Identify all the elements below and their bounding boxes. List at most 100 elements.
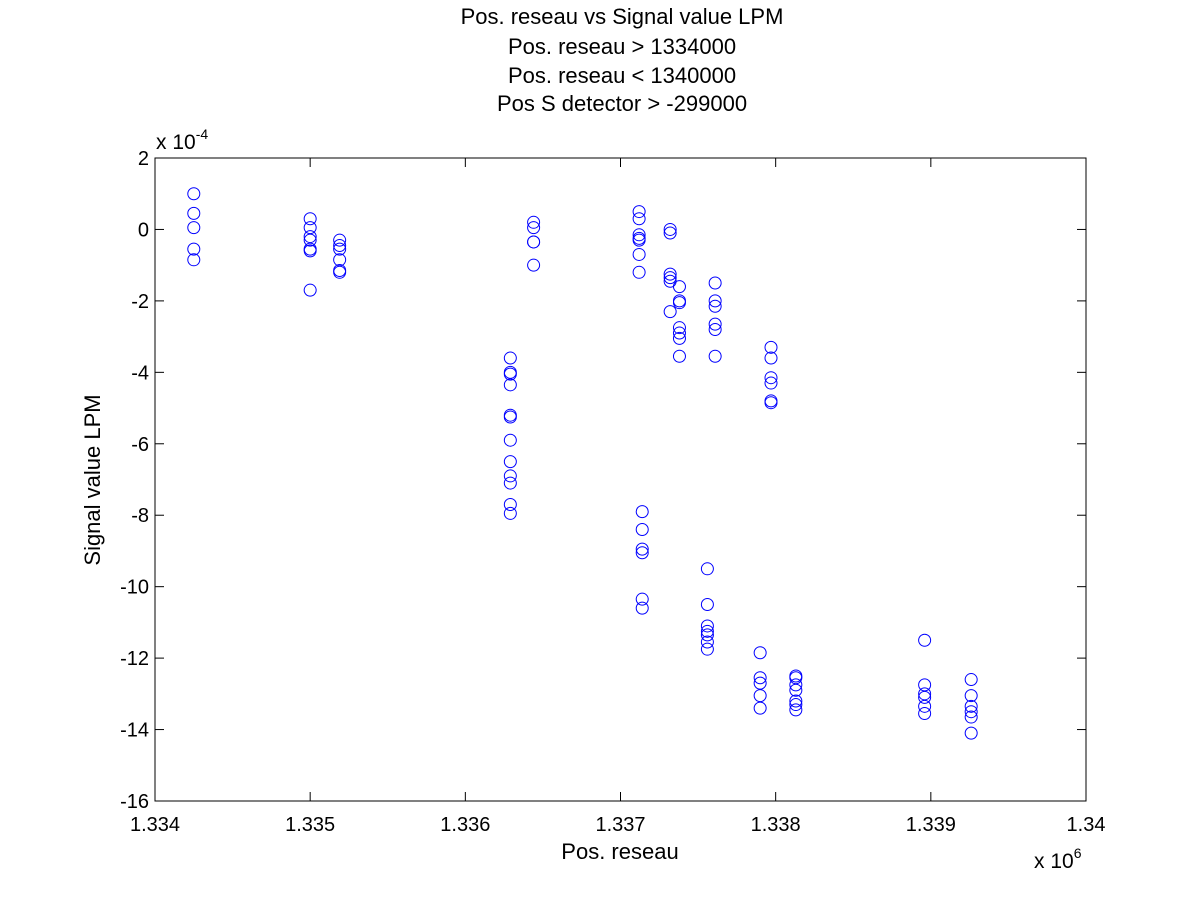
data-point-marker <box>789 678 803 692</box>
data-point-marker <box>632 212 646 226</box>
data-point-marker <box>303 212 317 226</box>
data-point-marker <box>708 317 722 331</box>
data-point-marker <box>964 705 978 719</box>
data-point-marker <box>333 233 347 247</box>
data-point-marker <box>708 349 722 363</box>
data-point-marker <box>303 230 317 244</box>
data-point-marker <box>918 687 932 701</box>
data-point-marker <box>503 498 517 512</box>
data-point-marker <box>187 206 201 220</box>
data-point-marker <box>503 367 517 381</box>
data-point-marker <box>672 321 686 335</box>
y-tick-label: -16 <box>120 791 149 813</box>
data-point-marker <box>964 726 978 740</box>
data-point-marker <box>635 523 649 537</box>
data-point-marker <box>187 187 201 201</box>
chart-title-line-1: Pos. reseau vs Signal value LPM <box>461 4 784 29</box>
data-point-marker <box>503 455 517 469</box>
data-point-marker <box>700 562 714 576</box>
data-point-marker <box>789 671 803 685</box>
data-point-marker <box>503 433 517 447</box>
data-point-marker <box>753 676 767 690</box>
data-point-marker <box>187 242 201 256</box>
data-point-marker <box>527 258 541 272</box>
data-point-marker <box>700 624 714 638</box>
data-point-marker <box>964 699 978 713</box>
data-point-marker <box>789 683 803 697</box>
y-axis-multiplier: x 10-4 <box>156 126 208 154</box>
data-point-marker <box>700 598 714 612</box>
data-point-marker <box>700 628 714 642</box>
data-point-marker <box>964 710 978 724</box>
data-point-marker <box>303 221 317 235</box>
data-point-marker <box>303 244 317 258</box>
data-point-marker <box>635 592 649 606</box>
data-point-marker <box>503 351 517 365</box>
data-point-marker <box>700 619 714 633</box>
x-tick-label: 1.337 <box>595 814 645 836</box>
data-point-marker <box>632 247 646 261</box>
data-point-marker <box>789 694 803 708</box>
data-point-marker <box>635 546 649 560</box>
data-point-marker <box>503 476 517 490</box>
data-point-marker <box>663 271 677 285</box>
data-point-marker <box>918 706 932 720</box>
y-multiplier-exponent: -4 <box>196 126 209 142</box>
data-point-marker <box>672 296 686 310</box>
data-point-marker <box>964 689 978 703</box>
data-point-marker <box>527 235 541 249</box>
data-point-marker <box>700 642 714 656</box>
data-point-marker <box>764 396 778 410</box>
data-point-marker <box>663 267 677 281</box>
y-tick-label: 2 <box>138 148 149 170</box>
data-point-marker <box>753 646 767 660</box>
chart-title-line-3: Pos. reseau < 1340000 <box>508 63 736 88</box>
data-point-marker <box>632 233 646 247</box>
x-multiplier-exponent: 6 <box>1074 845 1082 861</box>
x-axis-label: Pos. reseau <box>561 839 678 864</box>
chart-title-line-4: Pos S detector > -299000 <box>497 91 747 116</box>
x-tick-label: 1.34 <box>1067 814 1106 836</box>
data-markers <box>187 187 978 740</box>
data-point-marker <box>764 376 778 390</box>
data-point-marker <box>187 253 201 267</box>
data-point-marker <box>333 239 347 253</box>
data-point-marker <box>764 351 778 365</box>
data-point-marker <box>700 635 714 649</box>
data-point-marker <box>303 233 317 247</box>
x-tick-label: 1.339 <box>906 814 956 836</box>
data-point-marker <box>632 265 646 279</box>
y-tick-label: -4 <box>131 362 149 384</box>
y-tick-label: -10 <box>120 577 149 599</box>
data-point-marker <box>503 410 517 424</box>
x-axis-multiplier: x 106 <box>1034 845 1082 873</box>
y-tick-label: -14 <box>120 720 149 742</box>
y-tick-label: -6 <box>131 434 149 456</box>
data-point-marker <box>333 253 347 267</box>
x-tick-label: 1.336 <box>440 814 490 836</box>
data-point-marker <box>918 699 932 713</box>
data-point-marker <box>964 673 978 687</box>
x-axis-ticks: 1.334 1.335 1.336 1.337 1.338 1.339 1.34 <box>130 158 1106 836</box>
data-point-marker <box>753 689 767 703</box>
data-point-marker <box>708 276 722 290</box>
data-point-marker <box>527 221 541 235</box>
data-point-marker <box>789 703 803 717</box>
data-point-marker <box>663 305 677 319</box>
data-point-marker <box>333 242 347 256</box>
data-point-marker <box>663 226 677 240</box>
chart-title-line-2: Pos. reseau > 1334000 <box>508 34 736 59</box>
data-point-marker <box>789 698 803 712</box>
data-point-marker <box>187 221 201 235</box>
x-tick-label: 1.338 <box>751 814 801 836</box>
data-point-marker <box>503 469 517 483</box>
data-point-marker <box>918 633 932 647</box>
data-point-marker <box>503 378 517 392</box>
data-point-marker <box>753 671 767 685</box>
y-axis-label: Signal value LPM <box>80 394 105 565</box>
y-axis-ticks: -16 -14 -12 -10 -8 -6 -4 -2 0 2 <box>120 148 1086 813</box>
x-tick-label: 1.334 <box>130 814 180 836</box>
data-point-marker <box>333 265 347 279</box>
